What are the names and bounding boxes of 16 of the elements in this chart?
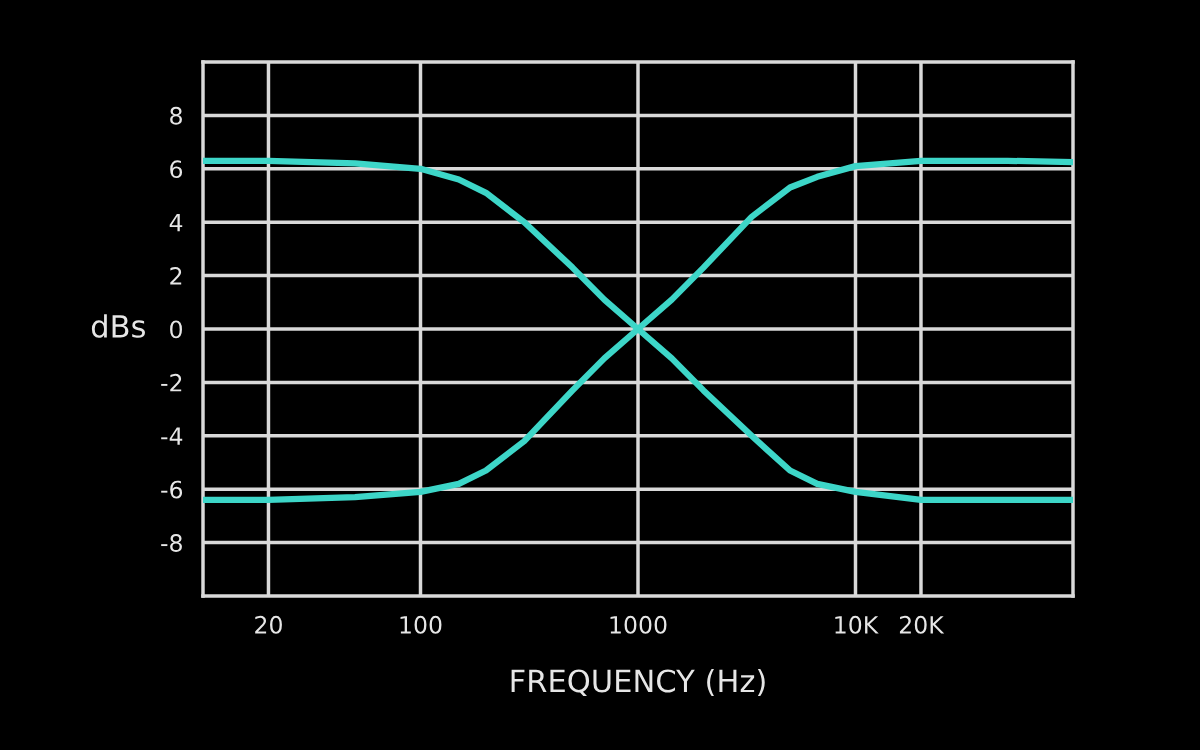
y-tick-label: -6 [161, 480, 183, 499]
x-tick-label: 20K [899, 615, 945, 634]
y-axis-title: dBs [91, 314, 145, 338]
x-tick-label: 10K [835, 615, 879, 634]
x-tick-label: 20 [255, 615, 282, 634]
y-tick-label: -2 [161, 373, 182, 392]
y-tick-label: 0 [170, 320, 182, 339]
y-tick-label: 4 [169, 213, 183, 232]
y-tick-label: 2 [170, 267, 182, 285]
y-tick-label: -8 [161, 534, 182, 552]
y-tick-label: 8 [170, 106, 182, 125]
x-tick-label: 100 [400, 615, 442, 634]
x-tick-label: 1000 [610, 615, 667, 634]
x-axis-title: FREQUENCY (Hz) [511, 668, 765, 697]
y-tick-label: -4 [161, 427, 183, 445]
y-tick-label: 6 [170, 160, 183, 179]
